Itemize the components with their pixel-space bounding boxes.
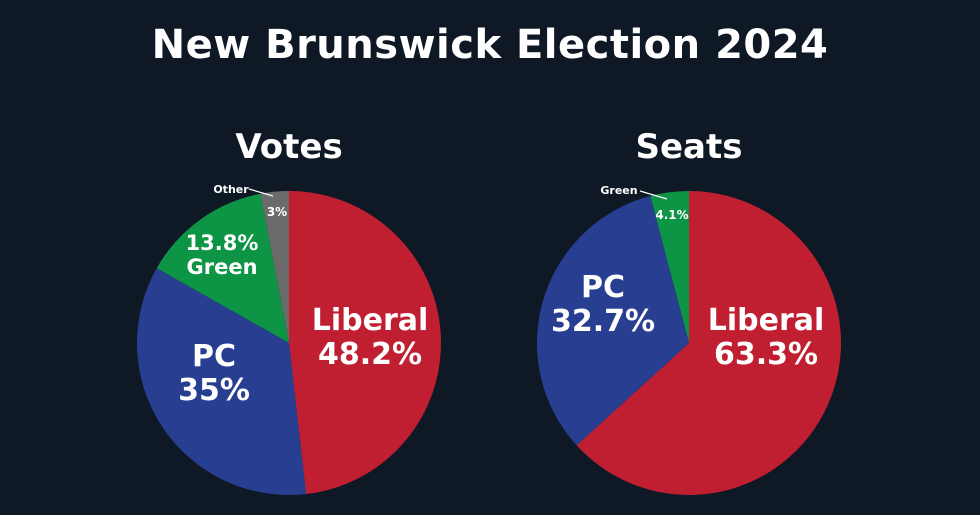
- callout-leader-line: [248, 188, 274, 197]
- slice-value-label: 63.3%: [714, 337, 818, 372]
- slice-name-label: Liberal: [708, 303, 825, 338]
- slice-green: [156, 193, 289, 343]
- slice-value-label: 13.8%: [186, 231, 259, 255]
- slice-name-label: PC: [581, 270, 625, 305]
- slice-name-label: PC: [192, 339, 236, 374]
- slice-liberal: [289, 191, 442, 495]
- slice-value-label: 48.2%: [318, 337, 422, 372]
- slice-name-callout: Green: [600, 184, 637, 197]
- slice-value-label: 35%: [178, 373, 250, 408]
- slice-name-label: Green: [186, 255, 257, 279]
- callout-leader-line: [639, 190, 668, 200]
- slice-pc: [537, 196, 689, 446]
- chart-title-seats: Seats: [636, 127, 743, 167]
- slice-liberal: [576, 191, 841, 496]
- slice-other: [260, 191, 289, 343]
- slice-green: [650, 191, 689, 343]
- page-title: New Brunswick Election 2024: [151, 22, 829, 68]
- slice-value-label: 4.1%: [655, 208, 688, 222]
- slice-value-label: 32.7%: [551, 304, 655, 339]
- slice-pc: [137, 268, 307, 496]
- slice-name-callout: Other: [213, 183, 249, 196]
- slice-value-label: 3%: [267, 205, 287, 219]
- slice-name-label: Liberal: [312, 303, 429, 338]
- chart-title-votes: Votes: [235, 127, 342, 167]
